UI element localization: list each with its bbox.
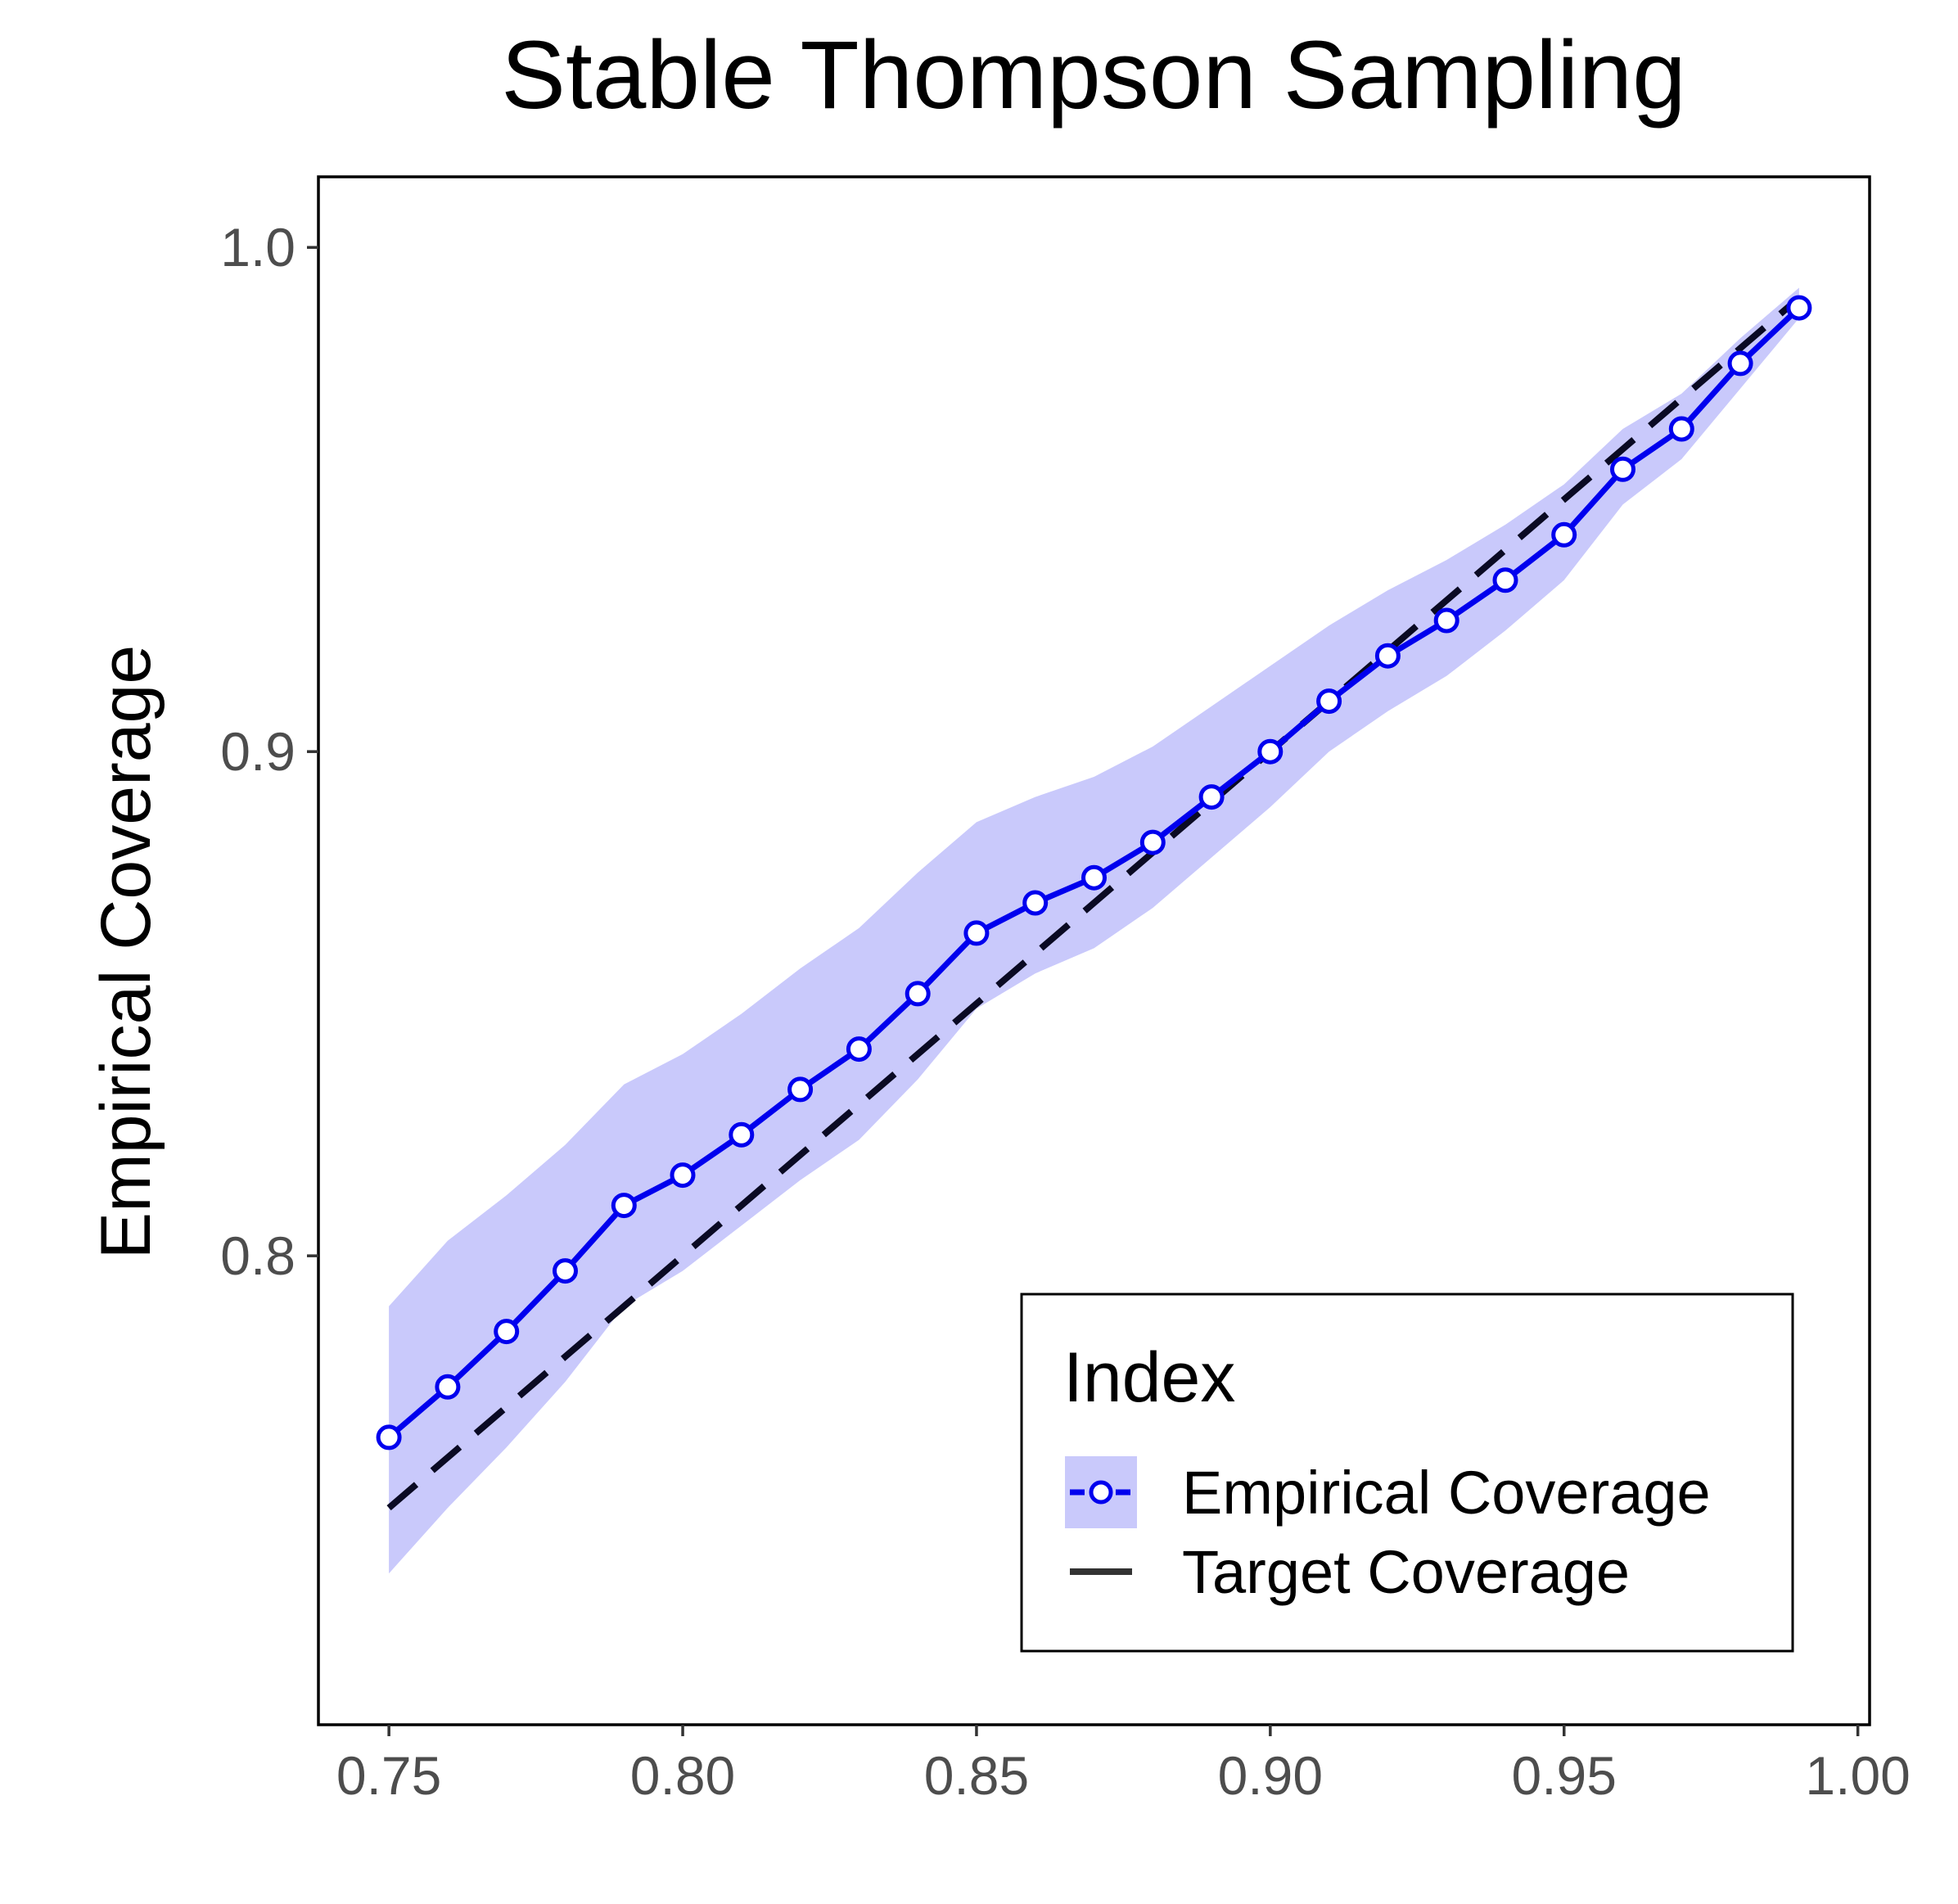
chart-title: Stable Thompson Sampling — [501, 21, 1685, 129]
empirical-point — [1257, 738, 1284, 765]
empirical-point — [435, 1374, 461, 1400]
empirical-point — [905, 981, 931, 1007]
legend: Index Empirical Coverage Target Coverage — [1020, 1293, 1794, 1653]
legend-title: Index — [1063, 1338, 1235, 1417]
legend-key-empirical-marker — [1089, 1480, 1113, 1505]
empirical-point — [1198, 784, 1225, 810]
empirical-point — [729, 1121, 755, 1148]
empirical-point — [1081, 864, 1107, 891]
target-coverage-line — [386, 295, 1802, 1511]
y-tick-label: 1.0 — [220, 217, 296, 277]
empirical-point — [494, 1319, 520, 1345]
y-tick-label: 0.8 — [220, 1225, 296, 1286]
empirical-point — [1374, 643, 1401, 669]
x-tick-label: 1.00 — [1805, 1745, 1910, 1806]
legend-box — [1020, 1293, 1794, 1653]
x-tick-label: 0.90 — [1218, 1745, 1323, 1806]
y-tick-label: 0.9 — [220, 721, 296, 782]
x-tick-label: 0.75 — [336, 1745, 441, 1806]
empirical-point — [1668, 416, 1694, 442]
empirical-point — [1551, 521, 1577, 548]
plot-panel-border — [317, 175, 1871, 1726]
empirical-point — [1492, 567, 1518, 593]
empirical-point — [1727, 350, 1753, 377]
x-tick-label: 0.95 — [1512, 1745, 1617, 1806]
y-axis: 0.8 0.9 1.0 — [220, 217, 318, 1286]
empirical-point — [1786, 295, 1812, 321]
x-tick-label: 0.85 — [924, 1745, 1029, 1806]
empirical-point — [787, 1076, 814, 1103]
empirical-point — [553, 1258, 578, 1284]
legend-label-target: Target Coverage — [1182, 1538, 1630, 1606]
legend-label-empirical: Empirical Coverage — [1182, 1459, 1711, 1527]
empirical-point — [1139, 829, 1166, 855]
y-axis-label: Empirical Coverage — [87, 645, 165, 1259]
empirical-point — [1433, 607, 1459, 634]
empirical-point — [670, 1162, 696, 1189]
x-axis: 0.75 0.80 0.85 0.90 0.95 1.00 — [336, 1725, 1911, 1806]
empirical-point — [963, 920, 990, 946]
empirical-point — [1610, 456, 1635, 482]
empirical-point — [846, 1036, 872, 1063]
empirical-point — [611, 1193, 637, 1219]
empirical-point — [1022, 890, 1049, 916]
empirical-point — [376, 1424, 402, 1451]
empirical-point — [1316, 688, 1342, 715]
x-tick-label: 0.80 — [630, 1745, 735, 1806]
plot-area — [376, 287, 1812, 1574]
